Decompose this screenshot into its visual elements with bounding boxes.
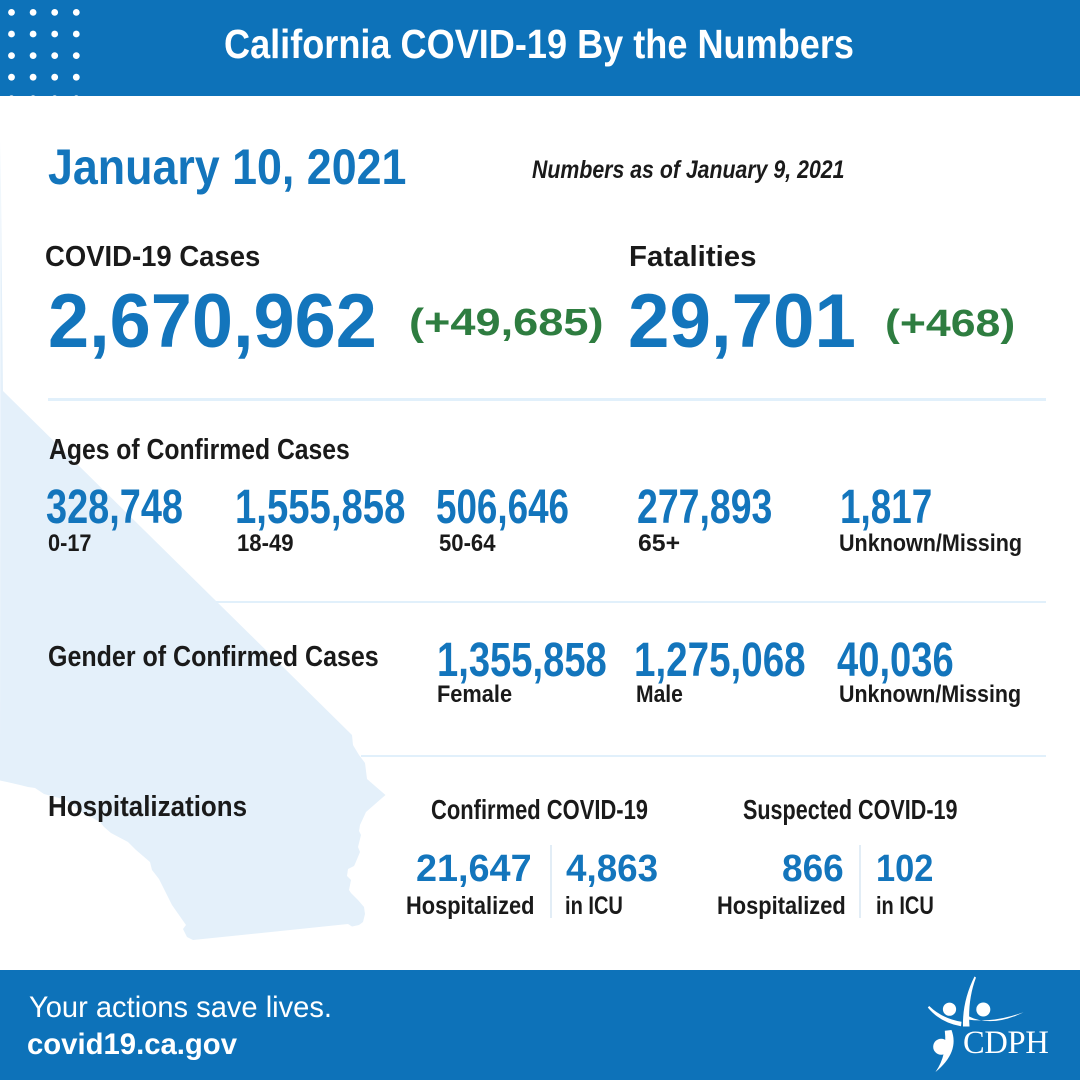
svg-text:CDPH: CDPH <box>963 1025 1049 1061</box>
